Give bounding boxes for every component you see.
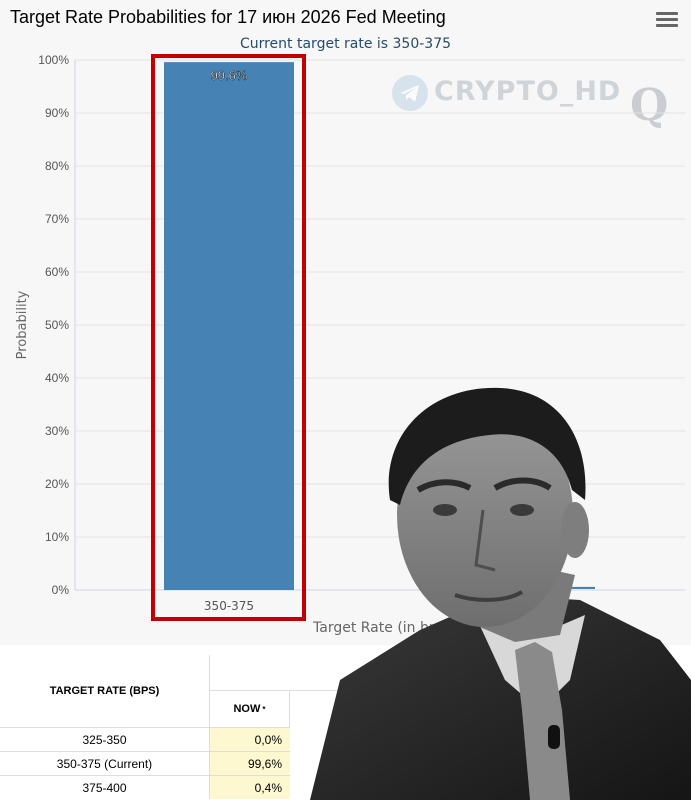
y-tick-label: 80% bbox=[45, 159, 69, 173]
header-now: NOW * bbox=[210, 691, 290, 727]
watermark-q-logo: Q bbox=[630, 80, 669, 131]
chart-panel: Target Rate Probabilities for 17 июн 202… bbox=[10, 7, 685, 636]
y-tick-label: 20% bbox=[45, 477, 69, 491]
y-axis-title: Probability bbox=[15, 290, 30, 359]
watermark: CRYPTO_HD Q bbox=[392, 72, 682, 132]
telegram-icon bbox=[392, 75, 428, 111]
y-tick-label: 30% bbox=[45, 424, 69, 438]
chart-title: Target Rate Probabilities for 17 июн 202… bbox=[10, 7, 446, 27]
y-tick-label: 90% bbox=[45, 106, 69, 120]
person-photo bbox=[310, 387, 691, 800]
highlight-box bbox=[151, 54, 306, 621]
y-tick-label: 10% bbox=[45, 530, 69, 544]
bar-data-label: 99.6% bbox=[211, 68, 248, 83]
table-row-now: 0,0% bbox=[210, 727, 290, 751]
table-row-now: 0,4% bbox=[210, 775, 290, 799]
hamburger-menu-icon[interactable] bbox=[656, 12, 678, 30]
y-tick-label: 0% bbox=[52, 583, 70, 597]
table-row-rate: 375-400 bbox=[0, 775, 210, 799]
table-row-rate: 325-350 bbox=[0, 727, 210, 751]
table-row-rate: 350-375 (Current) bbox=[0, 751, 210, 775]
y-tick-label: 50% bbox=[45, 318, 69, 332]
y-tick-label: 40% bbox=[45, 371, 69, 385]
watermark-text: CRYPTO_HD bbox=[434, 76, 622, 107]
header-now-mark: * bbox=[262, 704, 266, 714]
y-tick-label: 60% bbox=[45, 265, 69, 279]
y-tick-label: 70% bbox=[45, 212, 69, 226]
y-tick-label: 100% bbox=[38, 53, 69, 67]
chart-subtitle: Current target rate is 350-375 bbox=[239, 36, 452, 52]
header-now-label: NOW bbox=[233, 703, 261, 715]
bar bbox=[164, 62, 294, 591]
header-target-rate: TARGET RATE (BPS) bbox=[0, 655, 210, 727]
chart-plot: 0% 10% 20% 30% 40% 50% 60% 70% 80% 90% 100% 99.6% 35… bbox=[15, 53, 685, 636]
x-axis-title: Target Rate (in bp bbox=[312, 620, 438, 636]
x-tick-label: 350-375 bbox=[204, 599, 254, 613]
table-row-now: 99,6% bbox=[210, 751, 290, 775]
